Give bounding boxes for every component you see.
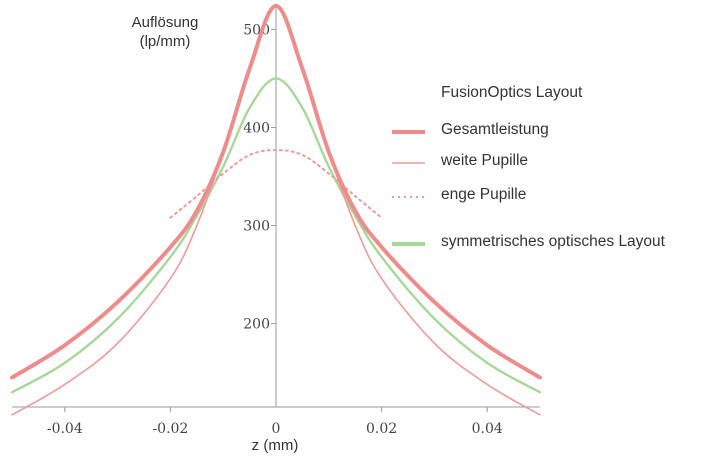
series-symmetrisches-layout	[10, 77, 542, 394]
x-tick-label: 0.02	[366, 421, 397, 437]
y-axis-label-line2: (lp/mm)	[139, 33, 191, 50]
x-tick-label: 0.04	[472, 421, 503, 437]
series-gesamtleistung	[10, 3, 542, 380]
x-axis-label: z (mm)	[251, 437, 299, 454]
legend-swatch-thick	[392, 130, 425, 134]
series-enge-pupille	[169, 149, 383, 219]
legend-swatch-dotted	[392, 196, 425, 198]
y-tick-label: 300	[243, 219, 270, 235]
axes	[12, 4, 540, 412]
x-tick-label: -0.04	[47, 421, 83, 437]
x-tick-label: 0	[272, 421, 281, 437]
series-lines	[10, 3, 542, 416]
legend-swatch-green	[392, 242, 425, 246]
legend-label: symmetrisches optisches Layout	[441, 233, 665, 250]
legend-label: Gesamtleistung	[441, 121, 549, 138]
legend-label: weite Pupille	[441, 152, 529, 169]
legend-swatch-thin	[392, 162, 425, 164]
legend-label: enge Pupille	[441, 186, 527, 203]
legend-title: FusionOptics Layout	[441, 84, 583, 101]
y-tick-label: 200	[243, 317, 270, 333]
y-tick-label: 400	[243, 120, 270, 136]
x-tick-label: -0.02	[152, 421, 188, 437]
y-axis-label-line1: Auflösung	[131, 14, 199, 31]
